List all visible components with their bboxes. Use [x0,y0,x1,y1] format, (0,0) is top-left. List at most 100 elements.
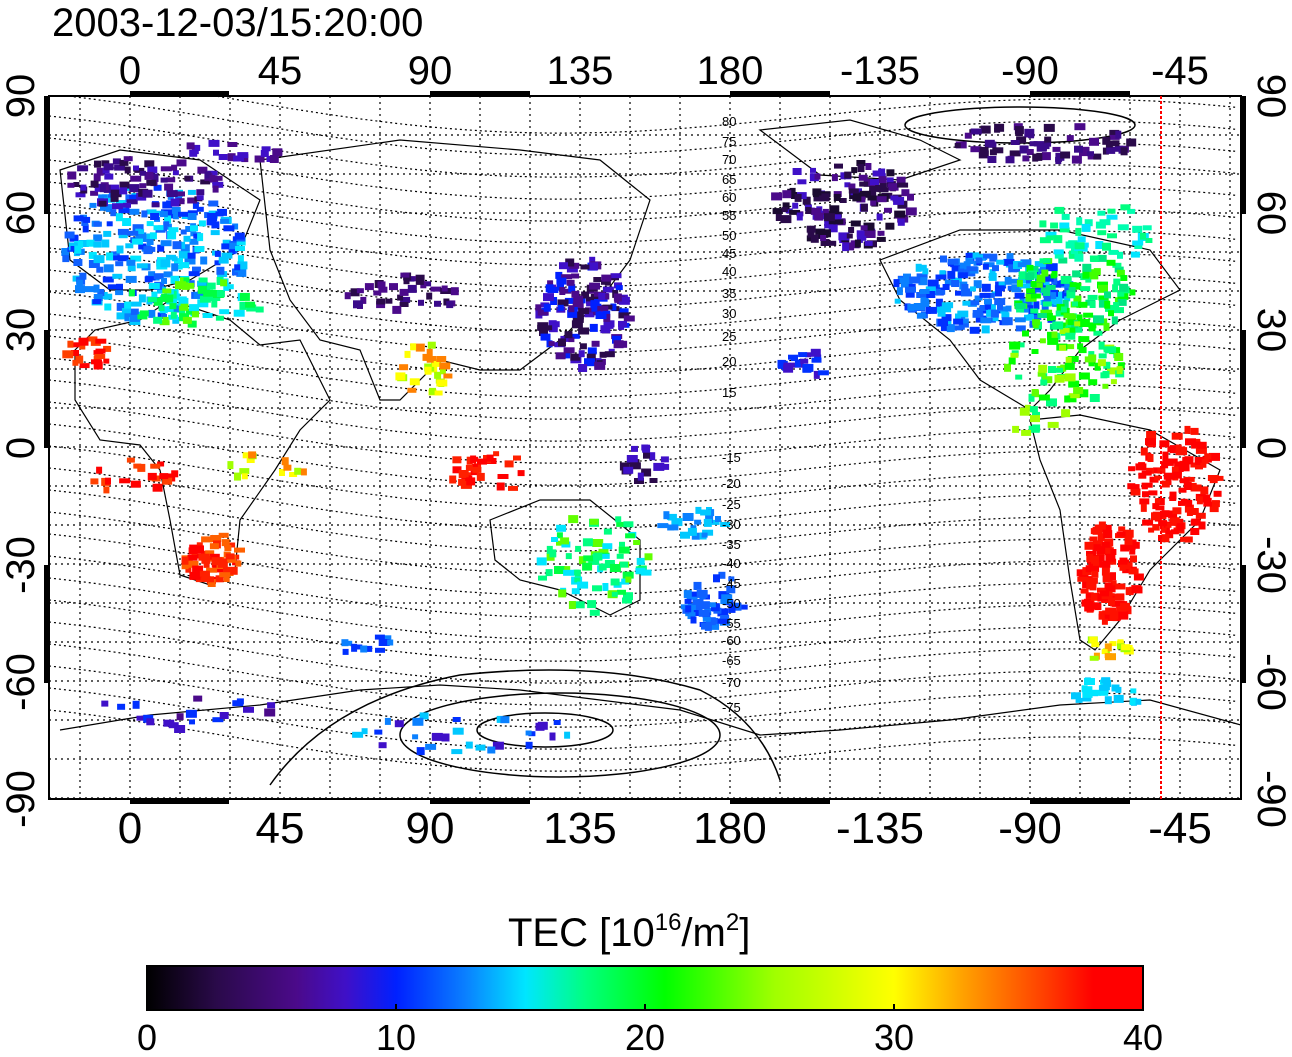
tec-cell [162,477,173,485]
tec-cell [203,562,210,568]
tec-cell [1018,271,1027,280]
tec-cell [166,254,176,260]
tec-cell [170,311,177,319]
tec-cell [184,258,196,265]
tec-cell [173,305,184,313]
tec-cell [1119,283,1129,292]
tec-cell [848,183,856,190]
tec-cell [539,330,548,336]
tec-cell [221,243,230,250]
tec-cell [1073,387,1084,394]
tec-cell [805,352,812,358]
tec-cell [974,295,983,301]
tec-cell [73,259,83,266]
tec-cell [412,717,424,726]
tec-cell [187,213,197,220]
tec-cell [551,537,558,542]
tec-cell [130,301,142,307]
tec-cell [610,578,620,586]
tec-cell [569,333,580,339]
tec-cell [151,291,158,298]
tec-cell [1030,415,1040,423]
tec-cell [603,320,615,328]
tec-cell [1119,557,1128,565]
tec-cell [201,555,211,564]
tec-cell [206,567,218,573]
x-tick-label: 0 [119,49,141,93]
tec-cell [701,532,708,538]
tec-cell [392,305,402,314]
tec-cell [146,209,157,215]
tec-cell [564,566,571,574]
tec-cell [791,192,797,199]
tec-cell [103,358,110,364]
tec-cell [538,575,547,581]
tec-cell [1053,235,1063,244]
tec-cell [623,592,633,601]
tec-cell [649,478,658,483]
tec-cell [798,352,808,358]
tec-cell [201,536,213,543]
tec-cell [562,288,572,294]
tec-cell [1111,316,1118,325]
tec-cell [104,173,114,180]
tec-cell [623,466,634,474]
tec-cell [1104,547,1114,556]
tec-cell [148,283,160,289]
tec-cell [990,141,997,148]
tec-cell [641,468,652,477]
tec-cell [1078,319,1090,327]
tec-cell [1131,586,1143,594]
tec-cell [574,601,585,609]
tec-cell [800,358,809,364]
tec-cell [1117,290,1125,297]
tec-cell [124,313,132,322]
tec-cell [106,221,113,227]
tec-cell [209,553,220,560]
tec-cell [720,522,731,527]
tec-cell [1105,607,1117,615]
tec-cell [205,171,212,179]
tec-cell [187,197,198,204]
tec-cell [1152,503,1160,510]
tec-cell [267,702,276,709]
contour-label: 30 [722,306,736,321]
tec-cell [160,177,168,183]
tec-cell [119,187,128,195]
tec-cell [657,523,669,529]
tec-cell [352,731,364,738]
tec-cell [1162,459,1169,467]
tec-cell [1005,156,1015,164]
tec-cell [860,203,868,212]
tec-cell [1022,155,1030,162]
tec-cell [684,598,692,604]
tec-cell [905,286,916,293]
tec-cell [982,263,989,270]
tec-cell [815,228,826,237]
tec-cell [919,289,930,294]
tec-cell [1032,153,1039,162]
tec-cell [1011,284,1022,293]
tec-cell [886,169,895,177]
tec-cell [1115,583,1126,590]
tec-cell [1060,151,1071,159]
tec-cell [1054,374,1065,383]
tec-cell [543,293,554,302]
tec-cell [125,194,133,203]
tec-cell [1059,227,1070,233]
tec-cell [1045,284,1056,290]
tec-cell [936,289,946,295]
tec-cell [702,616,711,622]
tec-cell [1056,291,1066,300]
tec-cell [1113,302,1120,310]
tec-cell [942,284,950,290]
tec-cell [198,277,208,283]
tec-cell [96,167,104,176]
tec-cell [1172,471,1182,479]
tec-cell [254,155,265,163]
tec-cell [1198,521,1206,530]
tec-cell [118,207,130,214]
tec-cell [1071,692,1081,700]
tec-cell [1101,618,1108,625]
colorbar-tick-label: 40 [1123,1017,1163,1057]
